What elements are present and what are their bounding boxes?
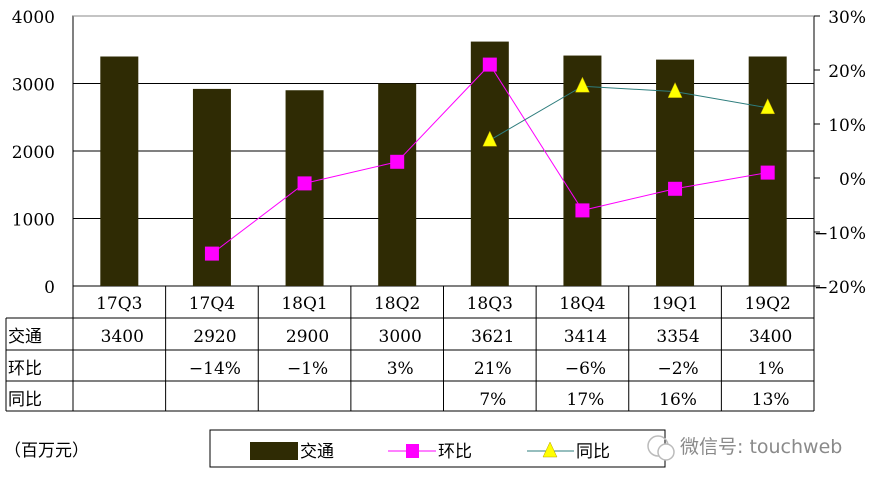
table-cell: 3414 xyxy=(564,327,607,347)
left-tick-label: 2000 xyxy=(12,143,55,163)
qoq-marker xyxy=(575,203,590,218)
wechat-icon xyxy=(657,443,675,461)
table-cell: 3621 xyxy=(471,327,514,347)
table-cell: −14% xyxy=(189,359,241,379)
table-row-label: 交通 xyxy=(8,327,42,347)
table-cell: 16% xyxy=(659,390,697,410)
category-label: 17Q3 xyxy=(96,294,142,314)
right-tick-label: −10% xyxy=(814,224,866,244)
qoq-marker xyxy=(390,154,405,169)
table-row-label: 同比 xyxy=(8,390,42,410)
qoq-marker xyxy=(668,181,683,196)
category-label: 18Q3 xyxy=(467,294,513,314)
table-cell: 3000 xyxy=(379,327,422,347)
qoq-marker xyxy=(204,246,219,261)
unit-label: （百万元） xyxy=(4,441,89,461)
category-label: 19Q2 xyxy=(744,294,790,314)
table-cell: 3400 xyxy=(101,327,144,347)
table-cell: 1% xyxy=(757,359,784,379)
yoy-line xyxy=(489,85,768,141)
watermark: 微信号: touchweb xyxy=(680,436,842,458)
legend-label: 交通 xyxy=(300,442,334,462)
table-cell: 2920 xyxy=(193,327,236,347)
bar-18Q3 xyxy=(470,41,509,286)
legend-label: 同比 xyxy=(576,442,610,462)
qoq-marker xyxy=(760,165,775,180)
yoy-marker xyxy=(760,98,776,115)
yoy-marker xyxy=(667,82,683,98)
category-label: 18Q4 xyxy=(559,294,605,314)
qoq-marker xyxy=(482,57,497,72)
right-tick-label: 10% xyxy=(828,116,866,136)
left-tick-label: 4000 xyxy=(12,8,55,28)
left-tick-label: 1000 xyxy=(12,211,55,231)
category-label: 18Q1 xyxy=(281,294,327,314)
table-cell: 3354 xyxy=(656,327,699,347)
right-tick-label: −20% xyxy=(814,278,866,298)
bar-17Q3 xyxy=(100,56,139,286)
left-tick-label: 3000 xyxy=(12,76,55,96)
legend-swatch-yoy-marker xyxy=(542,441,558,458)
table-cell: 13% xyxy=(752,390,790,410)
table-cell: −1% xyxy=(287,359,328,379)
yoy-marker xyxy=(575,76,590,93)
right-tick-label: 30% xyxy=(828,8,866,28)
right-tick-label: 0% xyxy=(839,170,866,190)
legend-swatch-bar xyxy=(250,442,298,460)
right-tick-label: 20% xyxy=(828,62,866,82)
table-cell: 2900 xyxy=(286,327,329,347)
category-label: 17Q4 xyxy=(189,294,235,314)
table-cell: 21% xyxy=(474,359,512,379)
left-tick-label: 0 xyxy=(44,278,55,298)
category-label: 19Q1 xyxy=(652,294,698,314)
table-cell: −2% xyxy=(657,359,698,379)
table-cell: 17% xyxy=(567,390,605,410)
bar-18Q2 xyxy=(378,83,417,286)
category-label: 18Q2 xyxy=(374,294,420,314)
table-row-label: 环比 xyxy=(8,359,42,379)
table-cell: 3% xyxy=(387,359,414,379)
table-cell: 3400 xyxy=(749,327,792,347)
qoq-marker xyxy=(297,176,312,191)
table-cell: −6% xyxy=(565,359,606,379)
table-cell: 7% xyxy=(479,390,506,410)
yoy-marker xyxy=(482,130,498,147)
legend-label: 环比 xyxy=(438,442,472,462)
legend-swatch-qoq-marker xyxy=(406,444,419,458)
